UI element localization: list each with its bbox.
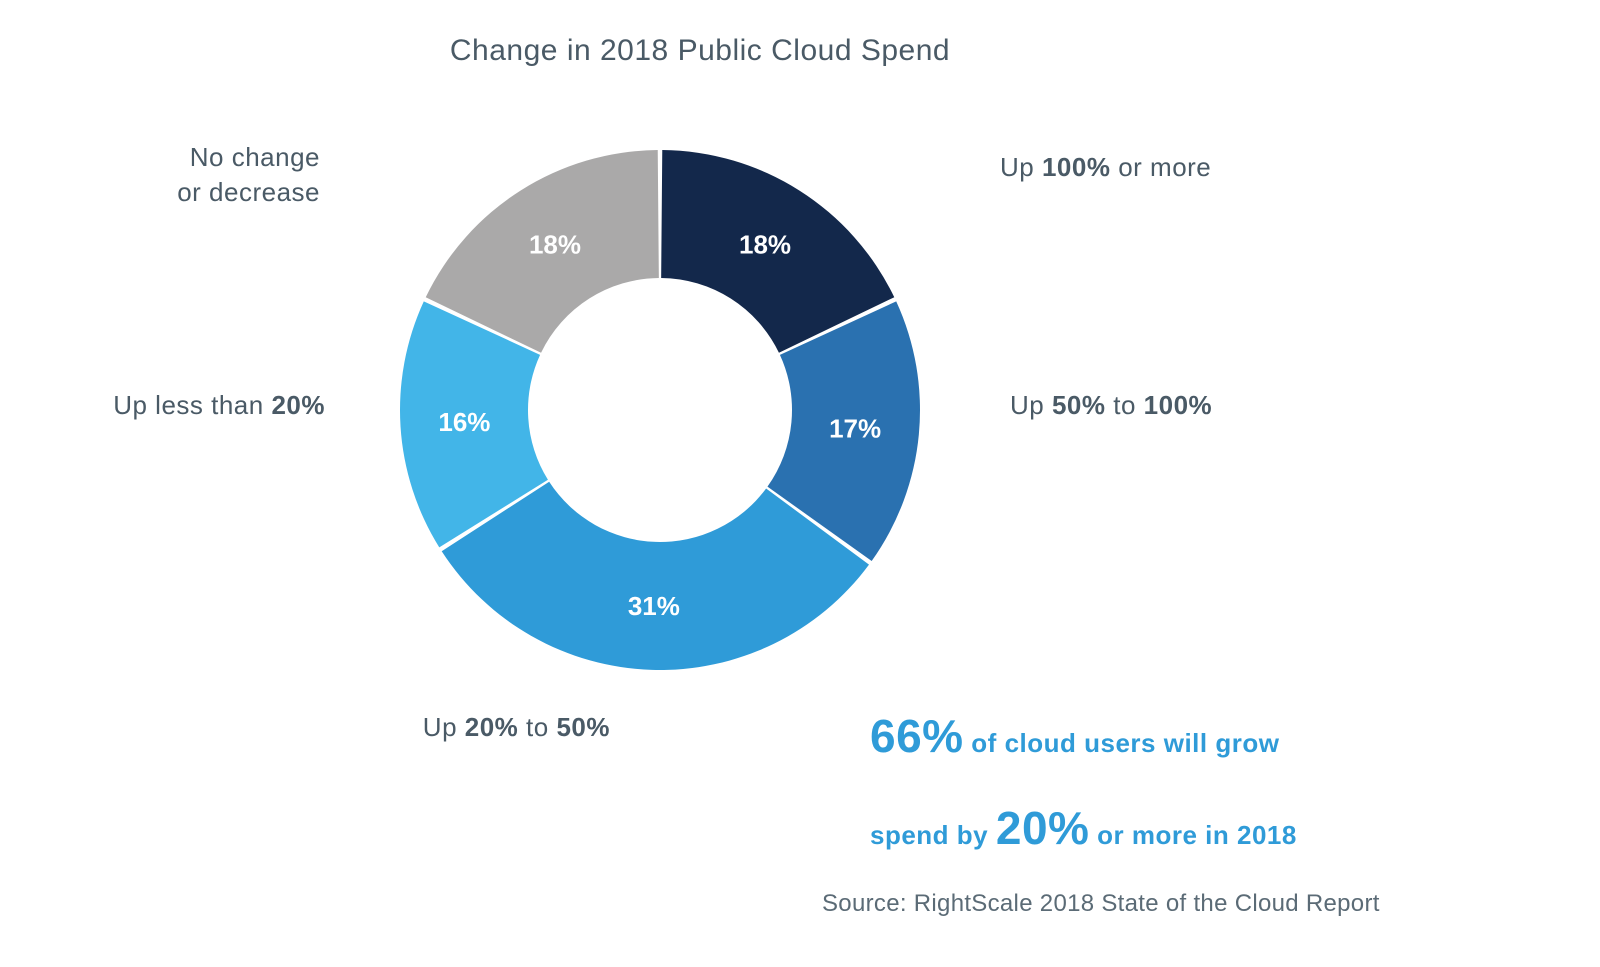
callout-text: 66% of cloud users will grow spend by 20… xyxy=(870,690,1297,874)
callout-text-2a: spend by xyxy=(870,820,996,850)
slice-pct-up_lt_20: 16% xyxy=(438,407,490,437)
ext-label-up_20_50: Up 20% to 50% xyxy=(250,710,610,745)
chart-title: Change in 2018 Public Cloud Spend xyxy=(0,34,1400,68)
callout-pct-1: 66% xyxy=(870,710,964,762)
chart-container: Change in 2018 Public Cloud Spend 18% 17%… xyxy=(0,0,1600,967)
slice-pct-up_50_100: 17% xyxy=(829,413,881,443)
ext-label-up_50_100: Up 50% to 100% xyxy=(1010,388,1212,423)
donut-chart: 18% 17% 31% 16% 18% xyxy=(350,100,970,720)
callout-text-2b: or more in 2018 xyxy=(1089,820,1296,850)
callout-text-1: of cloud users will grow xyxy=(964,728,1280,758)
ext-label-no_change: No changeor decrease xyxy=(60,140,320,210)
slice-pct-up_100_plus: 18% xyxy=(739,229,791,259)
ext-label-up_100_plus: Up 100% or more xyxy=(1000,150,1211,185)
slice-pct-up_20_50: 31% xyxy=(628,591,680,621)
source-text: Source: RightScale 2018 State of the Clo… xyxy=(822,890,1380,918)
ext-label-up_lt_20: Up less than 20% xyxy=(5,388,325,423)
callout-pct-2: 20% xyxy=(996,802,1090,854)
slice-pct-no_change: 18% xyxy=(529,229,581,259)
